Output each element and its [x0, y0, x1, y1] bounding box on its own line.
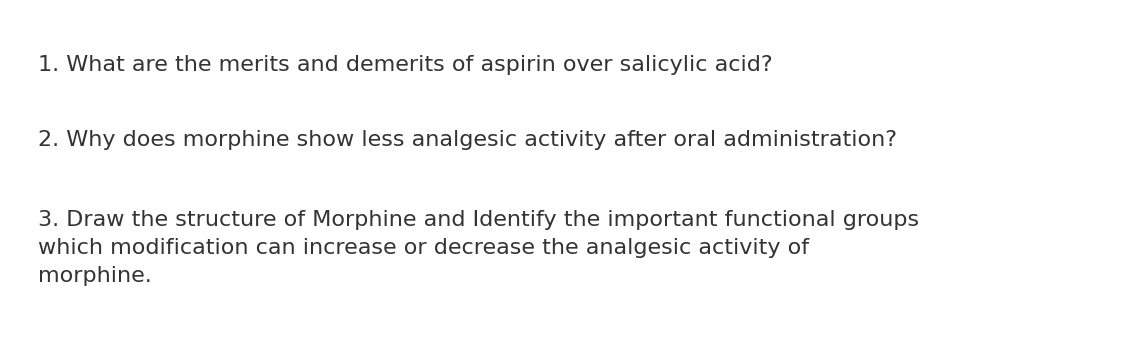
Text: 2. Why does morphine show less analgesic activity after oral administration?: 2. Why does morphine show less analgesic…: [37, 130, 897, 150]
Text: 1. What are the merits and demerits of aspirin over salicylic acid?: 1. What are the merits and demerits of a…: [37, 55, 772, 75]
Text: 3. Draw the structure of Morphine and Identify the important functional groups
w: 3. Draw the structure of Morphine and Id…: [37, 210, 919, 286]
